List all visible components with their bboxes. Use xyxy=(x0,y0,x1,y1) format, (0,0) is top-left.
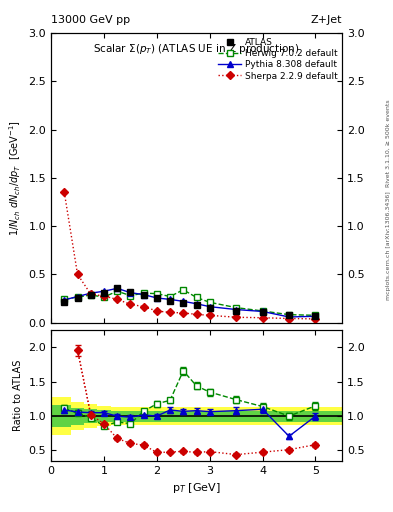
Text: Scalar $\Sigma(p_T)$ (ATLAS UE in Z production): Scalar $\Sigma(p_T)$ (ATLAS UE in Z prod… xyxy=(93,42,300,56)
Text: Rivet 3.1.10, ≥ 500k events: Rivet 3.1.10, ≥ 500k events xyxy=(386,99,391,187)
Text: Z+Jet: Z+Jet xyxy=(310,15,342,25)
X-axis label: p$_{T}$ [GeV]: p$_{T}$ [GeV] xyxy=(172,481,221,495)
Text: 13000 GeV pp: 13000 GeV pp xyxy=(51,15,130,25)
Y-axis label: $1/N_{ch}$ $dN_{ch}/dp_{T}$  [GeV$^{-1}$]: $1/N_{ch}$ $dN_{ch}/dp_{T}$ [GeV$^{-1}$] xyxy=(7,120,23,236)
Text: mcplots.cern.ch [arXiv:1306.3436]: mcplots.cern.ch [arXiv:1306.3436] xyxy=(386,191,391,300)
Legend: ATLAS, Herwig 7.0.2 default, Pythia 8.308 default, Sherpa 2.2.9 default: ATLAS, Herwig 7.0.2 default, Pythia 8.30… xyxy=(217,36,339,82)
Y-axis label: Ratio to ATLAS: Ratio to ATLAS xyxy=(13,360,23,431)
